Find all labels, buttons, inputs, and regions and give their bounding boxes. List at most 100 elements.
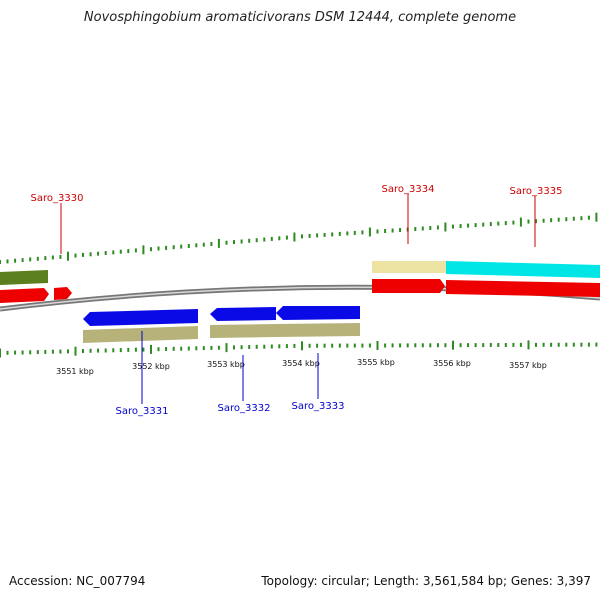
minor-tick bbox=[368, 343, 371, 348]
minor-tick bbox=[331, 343, 334, 348]
gene-saro-3332-rna[interactable] bbox=[210, 324, 276, 338]
minor-tick bbox=[44, 256, 47, 261]
minor-tick bbox=[59, 349, 62, 354]
minor-tick bbox=[248, 345, 251, 349]
minor-tick bbox=[595, 342, 598, 347]
gene-saro-3330[interactable] bbox=[0, 288, 49, 303]
minor-tick bbox=[82, 252, 84, 257]
minor-tick bbox=[414, 227, 417, 231]
minor-tick bbox=[21, 350, 24, 355]
major-tick bbox=[301, 341, 303, 351]
topology-text: Topology: circular; Length: 3,561,584 bp… bbox=[261, 574, 591, 588]
minor-tick bbox=[301, 234, 303, 239]
minor-tick bbox=[112, 348, 115, 353]
minor-tick bbox=[225, 240, 228, 245]
minor-tick bbox=[263, 237, 266, 242]
minor-tick bbox=[429, 343, 432, 348]
gene-label-saro-3332[interactable]: Saro_3332 bbox=[218, 403, 271, 414]
minor-tick bbox=[308, 233, 311, 238]
minor-tick bbox=[180, 244, 183, 249]
major-tick bbox=[368, 227, 371, 237]
minor-tick bbox=[29, 257, 32, 262]
gene-saro-3329-fwd[interactable] bbox=[0, 270, 48, 285]
minor-tick bbox=[316, 343, 319, 348]
minor-tick bbox=[172, 346, 175, 351]
minor-tick bbox=[580, 216, 583, 221]
minor-tick bbox=[489, 222, 492, 227]
minor-tick bbox=[550, 218, 553, 223]
minor-tick bbox=[134, 347, 137, 352]
major-tick bbox=[293, 232, 296, 242]
minor-tick bbox=[255, 238, 258, 243]
minor-tick bbox=[316, 233, 319, 238]
minor-tick bbox=[361, 343, 364, 348]
minor-tick bbox=[519, 342, 522, 347]
scale-label-3552: 3552 kbp bbox=[132, 362, 170, 371]
minor-tick bbox=[497, 343, 500, 347]
map-title: Novosphingobium aromaticivorans DSM 1244… bbox=[83, 10, 517, 25]
forward-strand-genes bbox=[0, 261, 600, 303]
scale-labels: 3551 kbp 3552 kbp 3553 kbp 3554 kbp 3555… bbox=[56, 358, 547, 376]
minor-tick bbox=[504, 343, 507, 347]
minor-tick bbox=[233, 240, 235, 245]
gene-saro-3330b[interactable] bbox=[54, 287, 72, 300]
minor-tick bbox=[165, 347, 168, 351]
minor-tick bbox=[59, 254, 62, 259]
gene-label-saro-3330[interactable]: Saro_3330 bbox=[31, 193, 84, 204]
gene-saro-3333[interactable] bbox=[276, 306, 360, 320]
gene-saro-3334-rna[interactable] bbox=[372, 261, 446, 273]
minor-tick bbox=[36, 256, 39, 261]
minor-tick bbox=[489, 343, 492, 347]
minor-tick bbox=[89, 252, 92, 257]
minor-tick bbox=[376, 229, 379, 234]
gene-saro-3331-rna[interactable] bbox=[83, 326, 198, 343]
gene-label-saro-3334[interactable]: Saro_3334 bbox=[382, 184, 435, 195]
major-tick bbox=[527, 340, 530, 350]
minor-tick bbox=[202, 242, 205, 247]
minor-tick bbox=[361, 230, 364, 235]
minor-tick bbox=[535, 219, 537, 224]
accession-text: Accession: NC_007794 bbox=[9, 574, 146, 588]
reverse-strand-genes bbox=[83, 306, 360, 343]
minor-tick bbox=[565, 217, 568, 222]
minor-tick bbox=[210, 242, 213, 246]
major-tick bbox=[519, 217, 522, 227]
gene-label-saro-3333[interactable]: Saro_3333 bbox=[292, 401, 345, 412]
minor-tick bbox=[323, 343, 326, 348]
minor-tick bbox=[36, 350, 39, 355]
minor-tick bbox=[384, 229, 387, 233]
gene-saro-3331[interactable] bbox=[83, 309, 198, 326]
gene-label-saro-3335[interactable]: Saro_3335 bbox=[510, 186, 563, 197]
minor-tick bbox=[436, 225, 439, 230]
minor-tick bbox=[6, 350, 9, 355]
scale-label-3551: 3551 kbp bbox=[56, 367, 94, 376]
minor-tick bbox=[331, 232, 334, 237]
minor-tick bbox=[172, 245, 175, 250]
scale-label-3556: 3556 kbp bbox=[433, 359, 471, 368]
minor-tick bbox=[187, 244, 190, 248]
minor-tick bbox=[255, 344, 258, 349]
minor-tick bbox=[14, 350, 17, 355]
minor-tick bbox=[421, 343, 424, 348]
gene-saro-3335[interactable] bbox=[446, 280, 600, 297]
gene-saro-3332[interactable] bbox=[210, 307, 276, 321]
minor-tick bbox=[150, 247, 152, 252]
minor-tick bbox=[353, 343, 356, 348]
gene-saro-3335-cds[interactable] bbox=[446, 261, 600, 278]
minor-tick bbox=[134, 248, 137, 253]
gene-saro-3333-rna[interactable] bbox=[276, 323, 360, 337]
minor-tick bbox=[195, 346, 198, 351]
minor-tick bbox=[6, 259, 9, 264]
major-tick bbox=[452, 340, 454, 350]
gene-label-saro-3331[interactable]: Saro_3331 bbox=[116, 406, 169, 417]
minor-tick bbox=[414, 343, 417, 348]
scale-label-3557: 3557 kbp bbox=[509, 361, 547, 370]
minor-tick bbox=[119, 249, 122, 254]
gene-saro-3334[interactable] bbox=[372, 279, 445, 293]
minor-tick bbox=[399, 228, 402, 232]
minor-tick bbox=[89, 348, 92, 353]
minor-tick bbox=[535, 342, 537, 347]
minor-tick bbox=[512, 342, 515, 347]
minor-tick bbox=[444, 343, 447, 348]
